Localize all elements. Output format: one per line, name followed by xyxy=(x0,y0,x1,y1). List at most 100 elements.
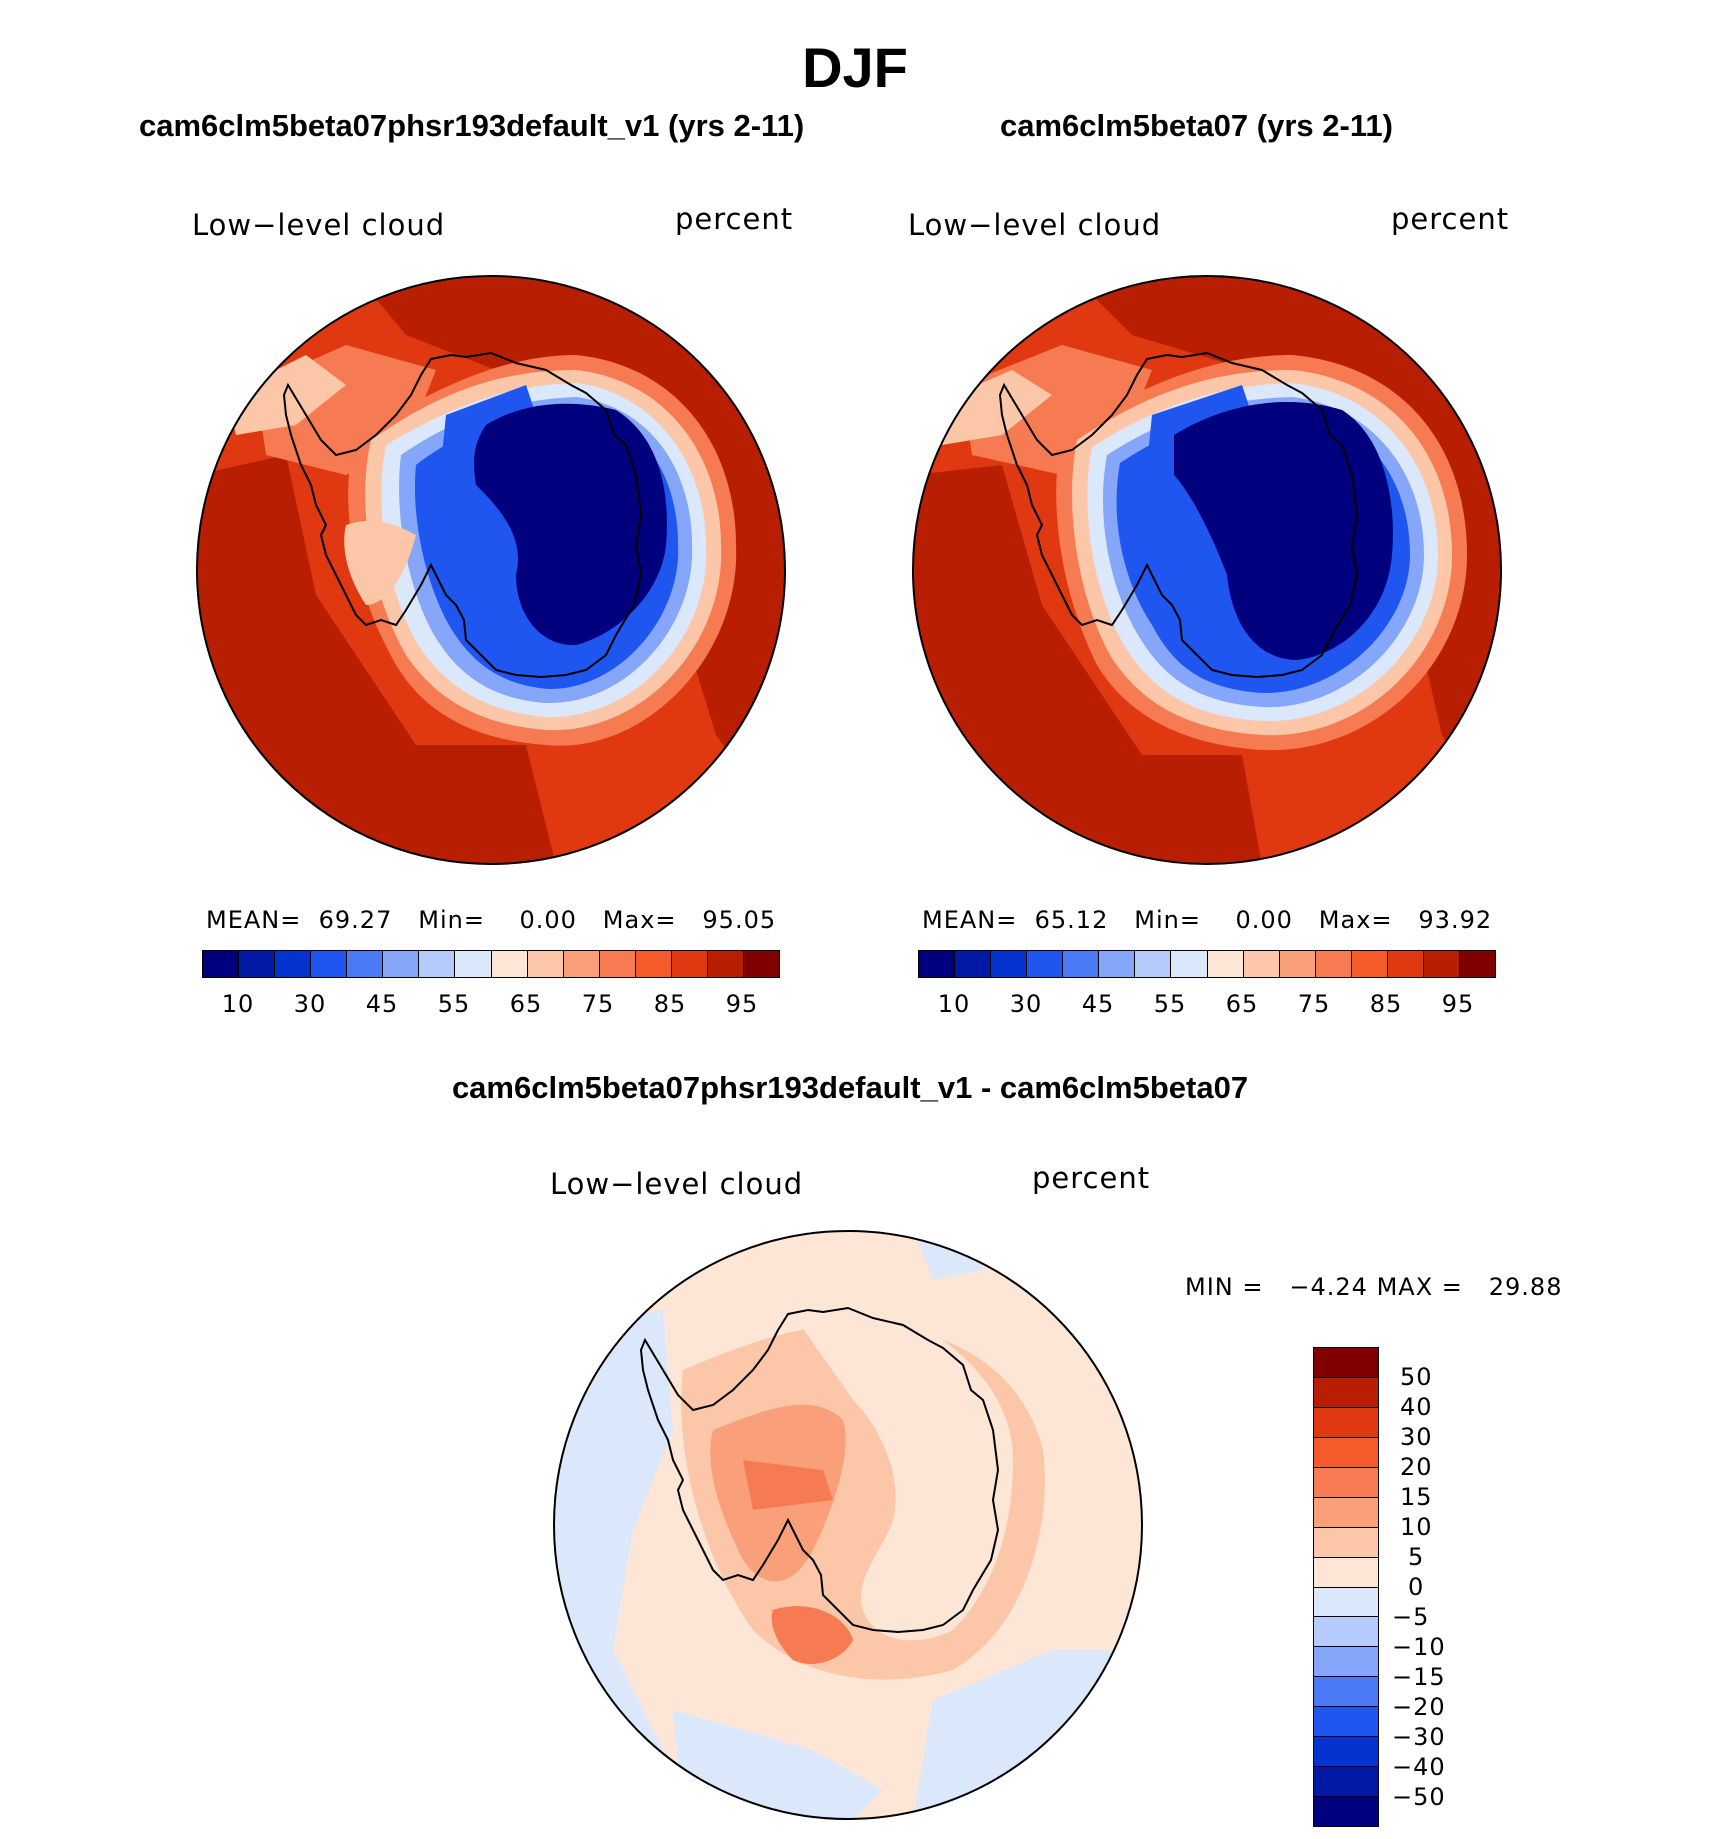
colorbar-swatch xyxy=(1314,1767,1378,1798)
colorbar-swatch xyxy=(919,951,956,977)
colorbar-swatch xyxy=(563,951,600,977)
panel-2-mean-value: 65.12 xyxy=(1034,906,1109,934)
colorbar-swatch xyxy=(1387,951,1424,977)
panel-2-colorbar xyxy=(918,950,1496,978)
colorbar-swatch xyxy=(1243,951,1280,977)
colorbar-swatch xyxy=(1314,1557,1378,1588)
panel-1-units-label: percent xyxy=(675,202,794,236)
colorbar-swatch xyxy=(1099,951,1136,977)
panel-1-min-label: Min= xyxy=(418,906,485,934)
colorbar-swatch xyxy=(1314,1377,1378,1408)
difference-cb-tick: 10 xyxy=(1400,1513,1433,1541)
difference-cb-tick: 20 xyxy=(1400,1453,1433,1481)
colorbar-swatch xyxy=(707,951,744,977)
difference-cb-tick: −20 xyxy=(1392,1693,1446,1721)
colorbar-swatch xyxy=(1027,951,1064,977)
panel-2-colorbar-ticks: 10 30 45 55 65 75 85 95 xyxy=(918,990,1496,1020)
panel-2-cb-tick: 65 xyxy=(1225,990,1259,1018)
colorbar-swatch xyxy=(671,951,708,977)
panel-2-polar-map xyxy=(912,275,1502,865)
colorbar-swatch xyxy=(743,951,779,977)
panel-1-cb-tick: 10 xyxy=(221,990,255,1018)
difference-variable-label: Low−level cloud xyxy=(550,1167,804,1201)
panel-2-cb-tick: 10 xyxy=(937,990,971,1018)
panel-1-stats: MEAN= 69.27 Min= 0.00 Max= 95.05 xyxy=(206,906,776,934)
panel-1-cb-tick: 95 xyxy=(725,990,759,1018)
panel-2-mean-label: MEAN= xyxy=(922,906,1018,934)
colorbar-swatch xyxy=(1314,1437,1378,1468)
difference-cb-tick: −15 xyxy=(1392,1663,1446,1691)
panel-2-cb-tick: 45 xyxy=(1081,990,1115,1018)
colorbar-swatch xyxy=(1314,1467,1378,1498)
colorbar-swatch xyxy=(491,951,528,977)
panel-1-variable-label: Low−level cloud xyxy=(192,208,446,242)
difference-cb-tick: −30 xyxy=(1392,1723,1446,1751)
colorbar-swatch xyxy=(1207,951,1244,977)
panel-2-cb-tick: 85 xyxy=(1369,990,1403,1018)
panel-2-units-label: percent xyxy=(1391,202,1510,236)
panel-2-variable-label: Low−level cloud xyxy=(908,208,1162,242)
colorbar-swatch xyxy=(1279,951,1316,977)
colorbar-swatch xyxy=(1459,951,1495,977)
colorbar-swatch xyxy=(991,951,1028,977)
panel-1-cb-tick: 65 xyxy=(509,990,543,1018)
difference-cb-tick: −40 xyxy=(1392,1753,1446,1781)
figure-title: DJF xyxy=(802,36,908,99)
colorbar-swatch xyxy=(1423,951,1460,977)
colorbar-swatch xyxy=(383,951,420,977)
colorbar-swatch xyxy=(1063,951,1100,977)
panel-1-cb-tick: 55 xyxy=(437,990,471,1018)
difference-colorbar xyxy=(1313,1347,1379,1827)
difference-cb-tick: 15 xyxy=(1400,1483,1433,1511)
panel-2-cb-tick: 95 xyxy=(1441,990,1475,1018)
panel-2-cb-tick: 75 xyxy=(1297,990,1331,1018)
difference-units-label: percent xyxy=(1032,1161,1151,1195)
panel-1-colorbar-ticks: 10 30 45 55 65 75 85 95 xyxy=(202,990,780,1020)
panel-2-max-value: 93.92 xyxy=(1418,906,1493,934)
colorbar-swatch xyxy=(1314,1677,1378,1708)
difference-cb-tick: 30 xyxy=(1400,1423,1433,1451)
colorbar-swatch xyxy=(1314,1497,1378,1528)
panel-1-mean-label: MEAN= xyxy=(206,906,302,934)
colorbar-swatch xyxy=(239,951,276,977)
panel-1-cb-tick: 75 xyxy=(581,990,615,1018)
colorbar-swatch xyxy=(1314,1797,1378,1826)
difference-cb-tick: 50 xyxy=(1400,1363,1433,1391)
panel-1-colorbar xyxy=(202,950,780,978)
colorbar-swatch xyxy=(203,951,240,977)
difference-cb-tick: 5 xyxy=(1408,1543,1425,1571)
panel-1-cb-tick: 45 xyxy=(365,990,399,1018)
colorbar-swatch xyxy=(599,951,636,977)
difference-cb-tick: −5 xyxy=(1392,1603,1430,1631)
colorbar-swatch xyxy=(1314,1407,1378,1438)
colorbar-swatch xyxy=(1314,1617,1378,1648)
panel-2-title: cam6clm5beta07 (yrs 2-11) xyxy=(1000,108,1393,143)
difference-max-label: MAX = xyxy=(1376,1273,1463,1301)
colorbar-swatch xyxy=(1351,951,1388,977)
colorbar-swatch xyxy=(1315,951,1352,977)
panel-1-polar-map xyxy=(196,275,786,865)
difference-title: cam6clm5beta07phsr193default_v1 - cam6cl… xyxy=(451,1070,1249,1105)
colorbar-swatch xyxy=(1171,951,1208,977)
panel-2-min-label: Min= xyxy=(1134,906,1201,934)
colorbar-swatch xyxy=(1314,1587,1378,1618)
colorbar-swatch xyxy=(419,951,456,977)
panel-1-cb-tick: 30 xyxy=(293,990,327,1018)
panel-2-stats: MEAN= 65.12 Min= 0.00 Max= 93.92 xyxy=(922,906,1492,934)
difference-min-value: −4.24 xyxy=(1289,1273,1368,1301)
difference-colorbar-ticks: 50 40 30 20 15 10 5 0 −5 −10 −15 −20 −30… xyxy=(1392,1347,1512,1827)
panel-1-cb-tick: 85 xyxy=(653,990,687,1018)
colorbar-swatch xyxy=(347,951,384,977)
colorbar-swatch xyxy=(1314,1527,1378,1558)
panel-1-min-value: 0.00 xyxy=(519,906,577,934)
panel-2-cb-tick: 55 xyxy=(1153,990,1187,1018)
colorbar-swatch xyxy=(527,951,564,977)
colorbar-swatch xyxy=(635,951,672,977)
colorbar-swatch xyxy=(311,951,348,977)
difference-stats: MIN = −4.24 MAX = 29.88 xyxy=(1185,1273,1562,1301)
panel-1-max-label: Max= xyxy=(602,906,677,934)
difference-cb-tick: −10 xyxy=(1392,1633,1446,1661)
panel-1-title: cam6clm5beta07phsr193default_v1 (yrs 2-1… xyxy=(139,108,805,143)
difference-polar-map xyxy=(553,1230,1143,1820)
difference-cb-tick: 0 xyxy=(1408,1573,1425,1601)
